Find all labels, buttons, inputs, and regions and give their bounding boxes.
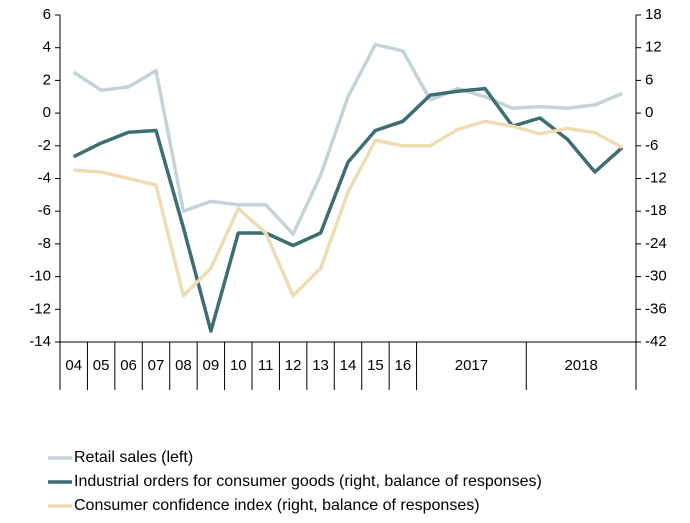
y2-tick-label: -6 [645, 137, 658, 154]
x-tick-label: 08 [175, 357, 192, 374]
x-tick-label: 2017 [455, 357, 488, 374]
x-tick-label: 06 [120, 357, 137, 374]
x-tick-label: 16 [395, 357, 412, 374]
y2-tick-label: -12 [645, 169, 667, 186]
y-tick-label: -4 [38, 169, 51, 186]
legend: Retail sales (left) Industrial orders for… [48, 449, 542, 514]
x-tick-label: 10 [230, 357, 247, 374]
y2-tick-label: -18 [645, 202, 667, 219]
series-line [72, 42, 623, 236]
y-tick-label: -2 [38, 137, 51, 154]
y-tick-label: -12 [29, 300, 51, 317]
series-line [73, 119, 624, 298]
x-tick-label: 2018 [564, 357, 597, 374]
y-tick-label: 2 [43, 71, 51, 88]
x-tick-label: 13 [312, 357, 329, 374]
x-tick-label: 11 [258, 357, 274, 374]
y2-tick-label: 0 [645, 104, 653, 121]
x-tick-label: 12 [285, 357, 302, 374]
x-tick-label: 07 [148, 357, 165, 374]
y2-tick-label: 6 [645, 71, 653, 88]
y-tick-label: 6 [43, 6, 51, 23]
x-tick-label: 09 [203, 357, 220, 374]
y-tick-label: -6 [38, 202, 51, 219]
y2-tick-label: 12 [645, 39, 662, 56]
y2-tick-label: -24 [645, 235, 667, 252]
x-tick-label: 04 [65, 357, 82, 374]
legend-label: Retail sales (left) [74, 449, 193, 466]
y-tick-label: -10 [29, 268, 51, 285]
x-tick-label: 15 [367, 357, 384, 374]
y2-tick-label: 18 [645, 6, 662, 23]
x-tick-label: 14 [340, 357, 357, 374]
y-tick-label: -8 [38, 235, 51, 252]
y2-tick-label: -36 [645, 300, 667, 317]
series-line [72, 86, 624, 333]
y2-tick-label: -30 [645, 268, 667, 285]
legend-label: Industrial orders for consumer goods (ri… [74, 473, 542, 490]
x-tick-label: 05 [93, 357, 110, 374]
y2-tick-label: -42 [645, 333, 667, 350]
y-tick-label: 0 [43, 104, 51, 121]
y-tick-label: -14 [29, 333, 51, 350]
y-tick-label: 4 [43, 39, 51, 56]
legend-label: Consumer confidence index (right, balanc… [74, 497, 480, 514]
